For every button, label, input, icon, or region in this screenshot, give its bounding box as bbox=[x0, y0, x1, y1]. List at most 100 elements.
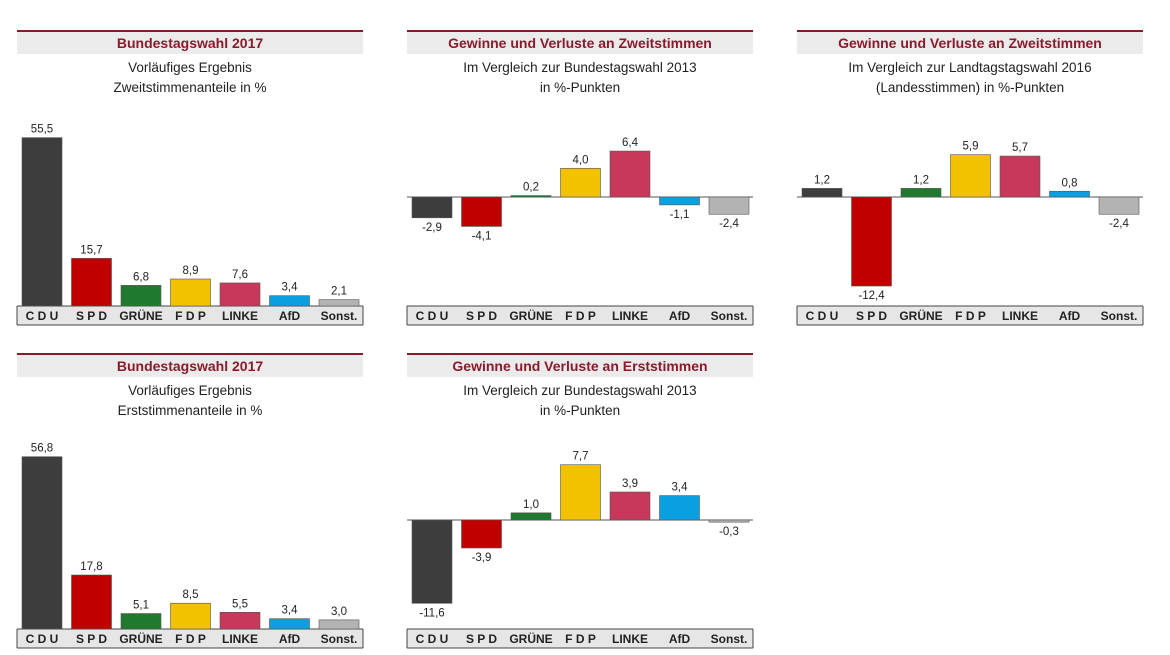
chart-title: Bundestagswahl 2017 bbox=[17, 30, 363, 54]
bar-spd bbox=[461, 519, 502, 549]
bar-fdp bbox=[950, 154, 991, 198]
bar-gruene bbox=[120, 613, 162, 630]
value-label: -12,4 bbox=[858, 290, 885, 302]
value-label: 8,5 bbox=[183, 589, 199, 601]
category-label: S P D bbox=[76, 309, 107, 323]
value-label: 1,2 bbox=[814, 174, 830, 186]
value-label: -11,6 bbox=[419, 607, 444, 619]
value-label: 4,0 bbox=[573, 154, 589, 166]
value-label: 3,4 bbox=[282, 282, 299, 294]
category-label: GRÜNE bbox=[119, 631, 162, 646]
chart-panel-zweitstimmen-diff-2016: Gewinne und Verluste an Zweitstimmen Im … bbox=[796, 0, 1144, 326]
bar-sonst bbox=[708, 196, 750, 215]
chart-subtitle-line-1: Im Vergleich zur Bundestagswahl 2013 bbox=[463, 383, 697, 398]
value-label: 0,2 bbox=[523, 182, 539, 194]
bar-gruene bbox=[900, 188, 942, 198]
chart-title: Bundestagswahl 2017 bbox=[17, 353, 363, 377]
bar-cdu bbox=[801, 188, 843, 198]
bar-sonst bbox=[708, 519, 750, 523]
value-label: 8,9 bbox=[183, 265, 199, 277]
bar-cdu bbox=[21, 456, 63, 630]
chart-subtitle-line-2: Erststimmenanteile in % bbox=[117, 403, 263, 418]
category-label: LINKE bbox=[612, 632, 648, 646]
bar-chart: -11,6 C D U -3,9 S P D 1,0 GRÜNE 7,7 F D P 3,9 LI… bbox=[406, 451, 754, 649]
category-label: AfD bbox=[1059, 309, 1081, 323]
bar-fdp bbox=[560, 464, 601, 521]
bar-fdp bbox=[170, 602, 211, 630]
category-label: F D P bbox=[955, 309, 986, 323]
value-label: 7,7 bbox=[573, 451, 589, 463]
category-axis-band bbox=[797, 306, 1143, 325]
chart-title: Gewinne und Verluste an Erststimmen bbox=[407, 353, 753, 377]
bar-cdu bbox=[411, 519, 453, 604]
category-label: Sonst. bbox=[321, 632, 358, 646]
category-label: GRÜNE bbox=[899, 308, 942, 323]
bar-gruene bbox=[510, 195, 552, 198]
value-label: 5,7 bbox=[1012, 142, 1028, 154]
bar-chart: -2,9 C D U -4,1 S P D 0,2 GRÜNE 4,0 F D P 6,4 LIN… bbox=[406, 137, 754, 326]
category-axis-band bbox=[407, 629, 753, 648]
bar-cdu bbox=[21, 137, 63, 307]
bar-spd bbox=[71, 574, 112, 630]
value-label: 17,8 bbox=[80, 561, 102, 573]
bar-gruene bbox=[510, 512, 552, 521]
bar-afd bbox=[659, 196, 700, 206]
bar-chart: 56,8 C D U 17,8 S P D 5,1 GRÜNE 8,5 F D P 5,5 LIN… bbox=[16, 443, 364, 649]
bar-chart: 55,5 C D U 15,7 S P D 6,8 GRÜNE 8,9 F D P 7,6 LIN… bbox=[16, 124, 364, 326]
value-label: 6,4 bbox=[622, 137, 639, 149]
category-label: LINKE bbox=[222, 309, 258, 323]
bar-afd bbox=[269, 618, 310, 630]
chart-title: Gewinne und Verluste an Zweitstimmen bbox=[407, 30, 753, 54]
category-label: S P D bbox=[466, 309, 497, 323]
category-label: AfD bbox=[669, 632, 691, 646]
bar-afd bbox=[659, 495, 700, 521]
category-label: S P D bbox=[856, 309, 887, 323]
bar-gruene bbox=[120, 285, 162, 307]
value-label: 2,1 bbox=[331, 286, 347, 298]
chart-subtitle-line-2: in %-Punkten bbox=[539, 80, 621, 95]
chart-panel-erststimmen-diff-2013: Gewinne und Verluste an Erststimmen Im V… bbox=[406, 323, 754, 649]
chart-panel-zweitstimmen-diff-2013: Gewinne und Verluste an Zweitstimmen Im … bbox=[406, 0, 754, 326]
category-label: Sonst. bbox=[711, 309, 748, 323]
bar-afd bbox=[269, 295, 310, 307]
category-label: F D P bbox=[565, 632, 596, 646]
category-label: C D U bbox=[416, 632, 449, 646]
value-label: -2,4 bbox=[719, 218, 739, 230]
bar-fdp bbox=[170, 278, 211, 307]
bar-linke bbox=[219, 612, 261, 630]
value-label: 3,4 bbox=[282, 605, 299, 617]
value-label: 3,9 bbox=[622, 478, 638, 490]
category-label: LINKE bbox=[612, 309, 648, 323]
value-label: 1,2 bbox=[913, 174, 929, 186]
bar-spd bbox=[71, 258, 112, 307]
value-label: -3,9 bbox=[472, 552, 492, 564]
value-label: -1,1 bbox=[670, 209, 690, 221]
chart-subtitle-line-1: Vorläufiges Ergebnis bbox=[128, 60, 252, 75]
value-label: 5,1 bbox=[133, 600, 149, 612]
bar-spd bbox=[461, 196, 502, 227]
category-label: F D P bbox=[565, 309, 596, 323]
value-label: 5,5 bbox=[232, 598, 248, 610]
category-label: Sonst. bbox=[321, 309, 358, 323]
value-label: 55,5 bbox=[31, 124, 53, 136]
chart-title: Gewinne und Verluste an Zweitstimmen bbox=[797, 30, 1143, 54]
category-label: GRÜNE bbox=[509, 308, 552, 323]
category-label: Sonst. bbox=[711, 632, 748, 646]
bar-linke bbox=[609, 491, 651, 521]
category-label: S P D bbox=[76, 632, 107, 646]
chart-subtitle-line-1: Im Vergleich zur Landtagstagswahl 2016 bbox=[848, 60, 1092, 75]
bar-cdu bbox=[411, 196, 453, 219]
value-label: 5,9 bbox=[963, 141, 979, 153]
bar-sonst bbox=[1098, 196, 1140, 215]
value-label: 56,8 bbox=[31, 443, 53, 455]
chart-subtitle-line-2: Zweitstimmenanteile in % bbox=[113, 80, 267, 95]
bar-afd bbox=[1049, 190, 1090, 198]
value-label: 7,6 bbox=[232, 269, 248, 281]
chart-panel-zweitstimmen-2017: Bundestagswahl 2017 Vorläufiges Ergebnis… bbox=[16, 0, 364, 326]
value-label: 15,7 bbox=[80, 244, 102, 256]
category-label: C D U bbox=[26, 309, 59, 323]
bar-fdp bbox=[560, 167, 601, 198]
category-label: Sonst. bbox=[1101, 309, 1138, 323]
category-label: AfD bbox=[279, 632, 301, 646]
category-label: S P D bbox=[466, 632, 497, 646]
